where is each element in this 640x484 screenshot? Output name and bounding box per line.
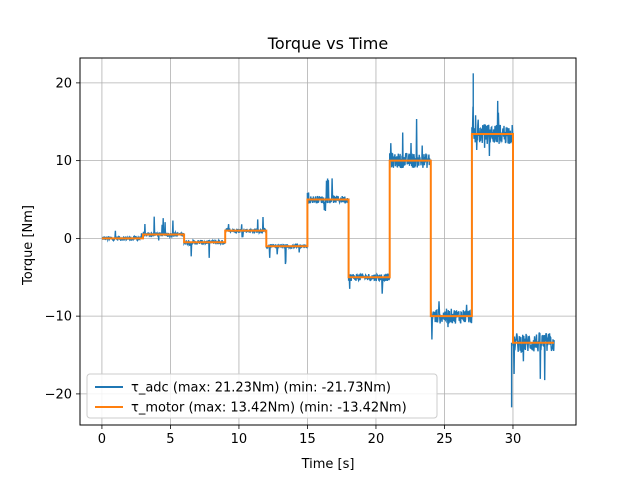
x-tick-label: 30 <box>505 432 522 447</box>
x-axis-label: Time [s] <box>301 457 355 472</box>
y-tick-label: −10 <box>45 310 72 325</box>
x-tick-label: 0 <box>98 432 106 447</box>
legend-label: τ_adc (max: 21.23Nm) (min: -21.73Nm) <box>131 381 391 396</box>
legend: τ_adc (max: 21.23Nm) (min: -21.73Nm) τ_mo… <box>86 373 438 419</box>
legend-label: τ_motor (max: 13.42Nm) (min: -13.42Nm) <box>131 401 407 416</box>
series-layer <box>101 73 555 408</box>
x-tick-label: 25 <box>436 432 453 447</box>
y-tick-label: 20 <box>55 76 72 91</box>
x-tick-label: 15 <box>299 432 316 447</box>
chart-title: Torque vs Time <box>267 34 388 53</box>
series-line-motor <box>101 133 555 344</box>
legend-box <box>86 373 438 419</box>
x-tick-label: 10 <box>231 432 248 447</box>
axes-ticks: 0 5 10 15 20 25 30 −20 −10 0 10 20 <box>45 76 522 447</box>
plot-frame <box>79 57 577 426</box>
x-tick-label: 5 <box>166 432 174 447</box>
y-axis-label: Torque [Nm] <box>21 205 36 286</box>
y-tick-label: 10 <box>55 154 72 169</box>
y-tick-label: −20 <box>45 387 72 402</box>
y-tick-label: 0 <box>64 232 72 247</box>
series-line-adc <box>101 100 555 381</box>
x-tick-label: 20 <box>368 432 385 447</box>
